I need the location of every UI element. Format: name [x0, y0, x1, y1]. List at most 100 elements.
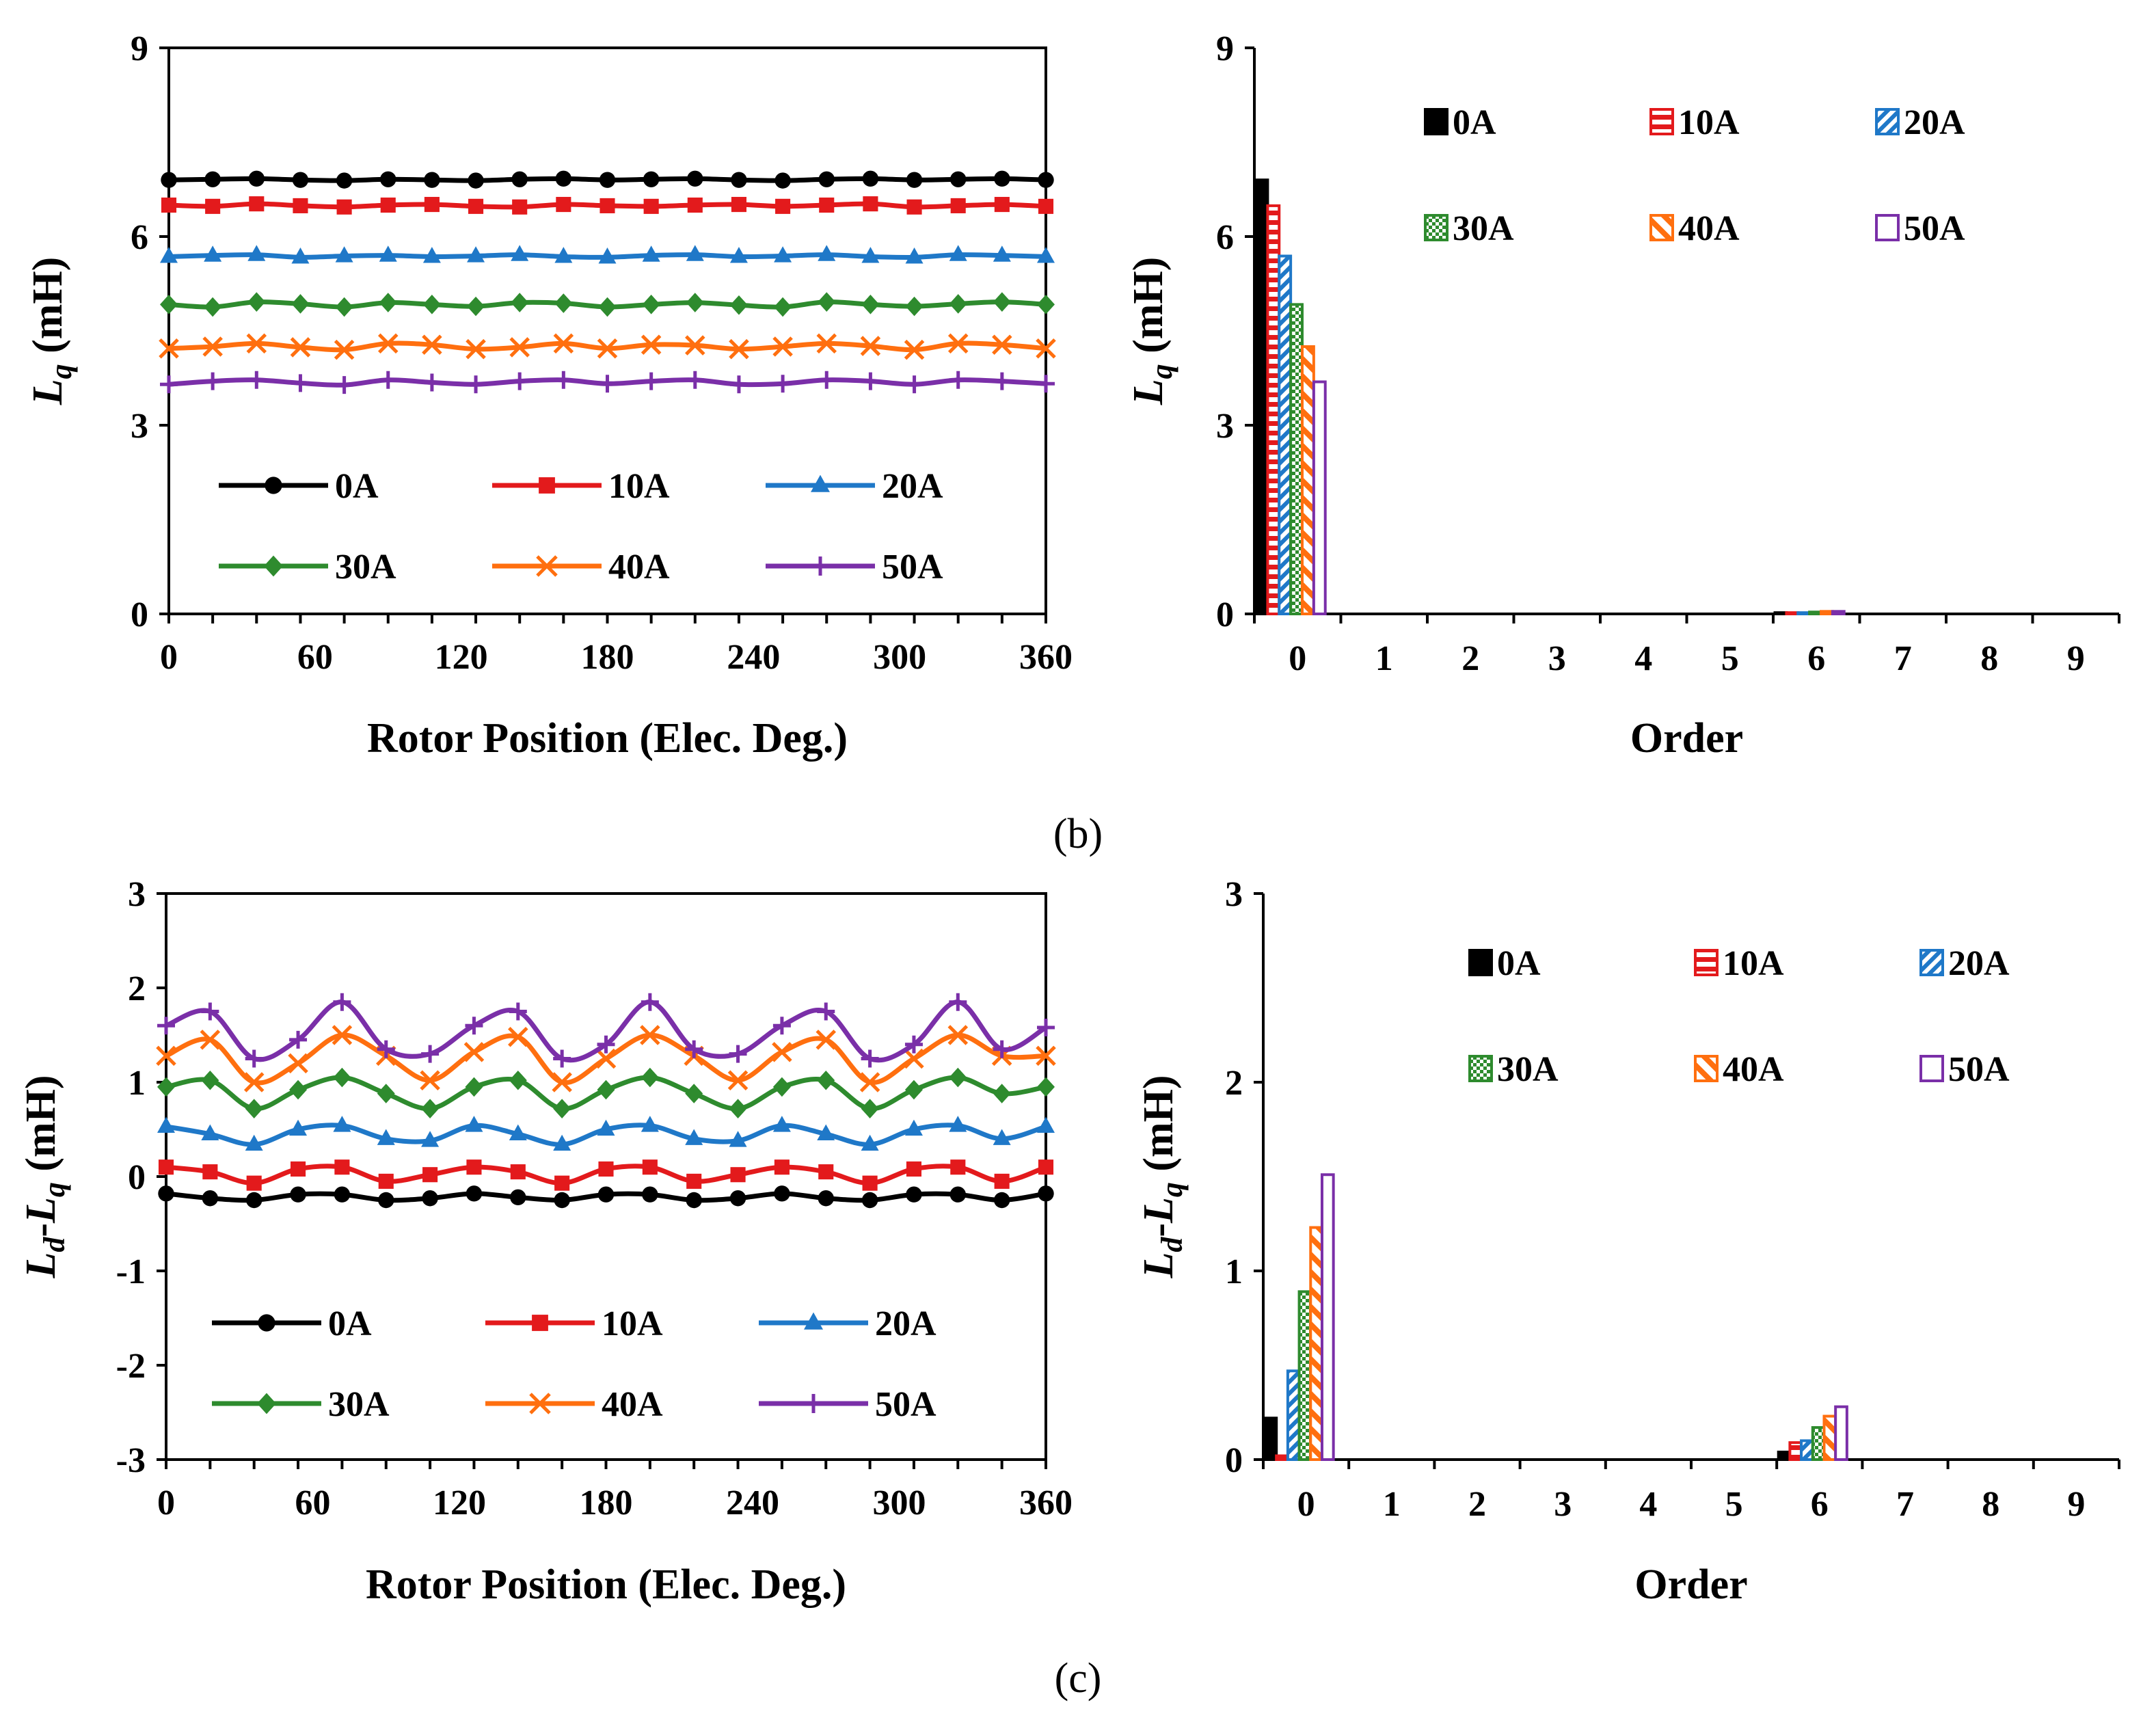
data-point [204, 297, 222, 317]
data-point [641, 1116, 659, 1132]
series-10A [161, 196, 1054, 215]
legend-marker [804, 1312, 823, 1330]
x-tick-label: 7 [1894, 639, 1912, 678]
data-point [291, 294, 310, 314]
chart-c-right: 0 1 2 3 0 1 2 3 4 5 6 7 8 9 0A 10A 20A 30A 40A 50A Order Ld-L… [1135, 875, 2120, 1608]
y-tick-label: 9 [1216, 29, 1234, 68]
data-point [334, 1159, 350, 1175]
data-point [465, 1116, 483, 1132]
data-point [467, 375, 485, 394]
data-point [552, 1072, 572, 1092]
series-20A [157, 1116, 1055, 1151]
data-point [200, 1030, 221, 1050]
data-point [774, 375, 792, 393]
bar [1263, 1417, 1278, 1462]
y-axis-label: Ld-Lq (mH) [18, 1075, 71, 1278]
data-point [817, 1070, 835, 1090]
legend-swatch [1424, 214, 1448, 241]
bar [1788, 1441, 1803, 1461]
data-point [947, 333, 969, 354]
data-point [204, 372, 222, 390]
data-point [993, 1040, 1011, 1058]
legend-marker [529, 1393, 551, 1414]
x-tick-label: 300 [873, 1484, 926, 1522]
data-point [598, 375, 617, 393]
series-40A [1309, 1226, 1837, 1462]
data-point [248, 170, 265, 187]
legend-swatch [1919, 949, 1944, 976]
data-point [861, 372, 880, 390]
legend-label: 40A [608, 548, 670, 587]
bar [1278, 254, 1293, 615]
legend-item: 50A [766, 548, 943, 587]
series-0A [1263, 1417, 1792, 1462]
data-point [468, 172, 484, 189]
y-tick-label: -1 [116, 1252, 146, 1291]
bar [1286, 1369, 1301, 1462]
series-30A [157, 1067, 1055, 1118]
chart-b-right: 0 3 6 9 0 1 2 3 4 5 6 7 8 9 0A 10A 20A 30A 40A 50A Order Lq (… [1125, 29, 2120, 762]
data-point [597, 1079, 615, 1100]
x-tick-label: 5 [1721, 639, 1739, 678]
legend-item: 0A [212, 1304, 372, 1343]
data-point [159, 338, 179, 359]
data-point [818, 292, 836, 312]
data-point [904, 1048, 924, 1069]
y-axis-label: Lq (mH) [25, 257, 78, 406]
data-point [729, 247, 748, 263]
legend-label: 50A [1948, 1050, 2010, 1089]
data-point [205, 198, 221, 214]
data-point [819, 197, 835, 213]
data-point [204, 245, 222, 262]
bar [1312, 380, 1327, 616]
data-point [378, 1173, 394, 1189]
y-tick-label: 0 [128, 1158, 146, 1197]
y-tick-label: 6 [1216, 218, 1234, 257]
y-tick-label: 0 [1216, 595, 1234, 634]
y-tick-label: 9 [131, 29, 148, 68]
y-tick-label: 3 [1216, 407, 1234, 446]
data-point [949, 245, 967, 261]
chart-c-left: -3 -2 -1 0 1 2 3 0 60 120 180 240 300 360 0A 10A 20A 30A 4… [18, 875, 1073, 1608]
series-0A [158, 1185, 1054, 1209]
bar [1320, 1173, 1335, 1461]
data-point [292, 172, 309, 188]
data-point [466, 1159, 482, 1175]
legend-label: 30A [335, 548, 396, 587]
data-point [862, 170, 879, 187]
x-tick-label: 6 [1811, 1485, 1829, 1524]
data-point [860, 336, 881, 356]
data-point [467, 296, 485, 317]
x-tick-label: 120 [435, 638, 488, 677]
data-point [335, 297, 353, 317]
legend-label: 50A [882, 548, 943, 587]
data-point [421, 1099, 440, 1118]
legend-item: 20A [1875, 103, 1965, 142]
data-point [553, 1134, 571, 1151]
data-point [247, 371, 266, 389]
y-tick-label: 3 [1225, 875, 1243, 914]
legend-label: 10A [602, 1304, 663, 1343]
data-point [772, 1116, 791, 1132]
x-tick-label: 4 [1639, 1485, 1657, 1524]
data-point [775, 198, 791, 214]
data-point [201, 1002, 219, 1021]
data-point [949, 1067, 967, 1088]
data-point [599, 172, 616, 188]
series-10A [1275, 1441, 1803, 1461]
x-tick-label: 360 [1019, 1484, 1073, 1522]
data-point [816, 333, 837, 354]
x-tick-label: 5 [1725, 1485, 1743, 1524]
legend-item: 30A [212, 1385, 390, 1424]
data-point [468, 198, 484, 214]
x-tick-label: 120 [433, 1484, 486, 1522]
legend-item: 30A [219, 548, 396, 587]
legend-label: 0A [328, 1304, 372, 1343]
data-point [992, 334, 1012, 355]
data-point [554, 293, 573, 313]
data-point [1037, 1077, 1055, 1097]
bar [1785, 611, 1800, 615]
data-point [334, 339, 355, 360]
data-point [993, 245, 1011, 262]
series-0A [1254, 178, 1788, 615]
